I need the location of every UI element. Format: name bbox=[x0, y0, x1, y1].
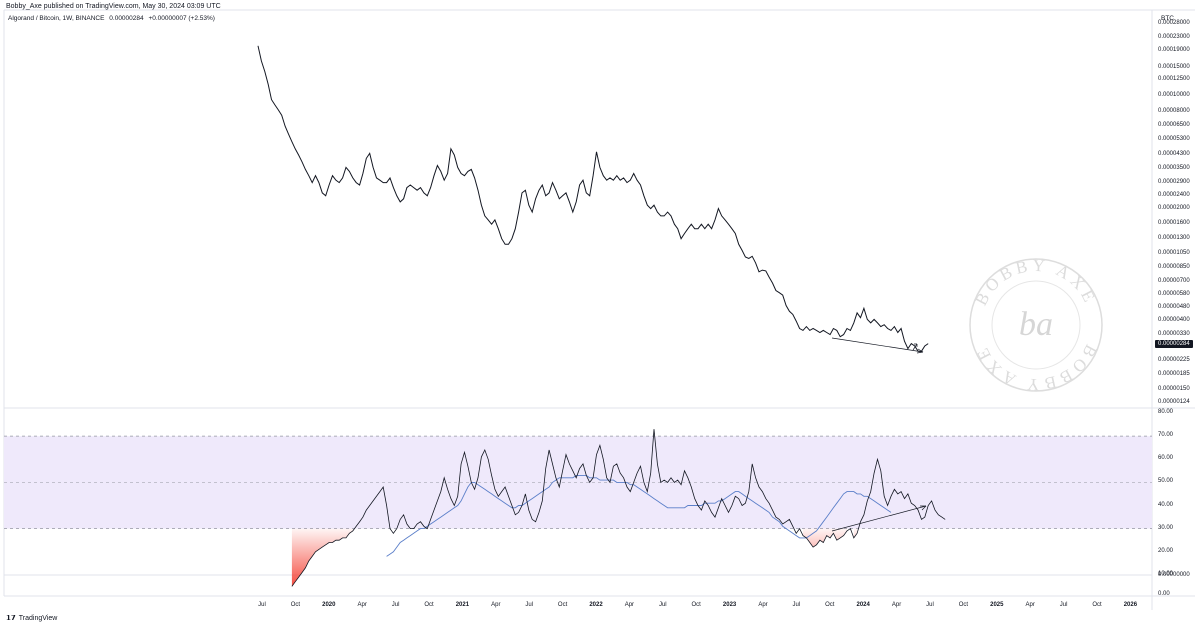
symbol-legend: Algorand / Bitcoin, 1W, BINANCE 0.000002… bbox=[8, 15, 218, 22]
time-axis-label: 2023 bbox=[722, 602, 737, 608]
time-axis-label: 2020 bbox=[322, 602, 336, 608]
watermark-text-bottom: BOBBY AXE bbox=[971, 342, 1096, 395]
bobby-axe-stamp-icon: BOBBY AXE BOBBY AXE ba bbox=[969, 256, 1103, 395]
tradingview-logo-icon: 𝟭𝟳 bbox=[6, 615, 16, 622]
price-axis-label: 0.00019000 bbox=[1158, 47, 1190, 54]
time-axis-label: Jul bbox=[792, 602, 801, 608]
rsi-series-line[interactable] bbox=[291, 429, 946, 587]
price-axis-label: 0.00000185 bbox=[1158, 371, 1190, 378]
time-axis-label: Jul bbox=[926, 602, 934, 608]
time-axis-label: Apr bbox=[624, 602, 635, 608]
svg-text:BOBBY AXE: BOBBY AXE bbox=[971, 256, 1100, 309]
price-axis-label: 0.00004300 bbox=[1158, 151, 1190, 158]
time-axis-label: Jul bbox=[258, 602, 266, 608]
rsi-axis-label: 70.00 bbox=[1158, 432, 1174, 439]
time-axis-label: Jul bbox=[525, 602, 534, 608]
time-axis-label: 2021 bbox=[455, 602, 470, 608]
time-axis-label: Oct bbox=[557, 602, 568, 608]
rsi-axis-label: 20.00 bbox=[1158, 547, 1174, 554]
time-axis-label: Apr bbox=[491, 602, 501, 608]
symbol-name: Algorand / Bitcoin, 1W, BINANCE bbox=[8, 15, 105, 22]
rsi-axis-label: 0.00 bbox=[1158, 591, 1170, 597]
rsi-axis-label: 60.00 bbox=[1158, 455, 1174, 462]
price-axis-label: 0.00000850 bbox=[1158, 264, 1190, 271]
svg-text:BOBBY AXE: BOBBY AXE bbox=[971, 342, 1100, 395]
time-axis-label: Apr bbox=[891, 602, 902, 608]
time-axis-label: Oct bbox=[825, 602, 835, 608]
price-axis-label: 0.00015000 bbox=[1158, 63, 1190, 70]
time-axis-label: Oct bbox=[290, 602, 301, 608]
price-axis-label: 0.00002900 bbox=[1158, 178, 1190, 185]
price-axis-label: 0.00006500 bbox=[1158, 122, 1190, 129]
watermark-text-top: BOBBY AXE bbox=[971, 256, 1096, 309]
price-axis-label: 0.00005300 bbox=[1158, 136, 1190, 143]
time-axis-label: Jul bbox=[1059, 602, 1068, 608]
price-change: +0.00000007 (+2.53%) bbox=[148, 15, 215, 22]
time-axis-label: Apr bbox=[1025, 602, 1035, 608]
rsi-axis-label: 10.00 bbox=[1158, 570, 1174, 577]
price-axis-label: 0.00003500 bbox=[1158, 165, 1190, 172]
price-rebound-arrow[interactable] bbox=[912, 343, 918, 351]
time-axis-label: Apr bbox=[758, 602, 768, 608]
footer-brand-label: TradingView bbox=[18, 614, 58, 622]
time-axis-label: 2022 bbox=[589, 602, 603, 608]
price-rebound-arrow-icon bbox=[914, 343, 918, 347]
price-axis-label: 0.00028000 bbox=[1158, 20, 1190, 26]
price-axis-label: 0.00002000 bbox=[1158, 204, 1190, 211]
watermark-mono: ba bbox=[1019, 306, 1053, 343]
rsi-axis-label: 0.00000000 bbox=[1158, 572, 1190, 578]
rsi-axis-label: 30.00 bbox=[1158, 524, 1174, 531]
time-axis-label: Apr bbox=[357, 602, 367, 608]
price-trendline[interactable] bbox=[831, 337, 924, 353]
time-axis-label: 2024 bbox=[856, 602, 870, 608]
price-axis-label: 0.00023000 bbox=[1158, 33, 1190, 40]
rsi-ma-series-line[interactable] bbox=[386, 474, 892, 557]
rsi-axis-label: 80.00 bbox=[1158, 409, 1174, 415]
time-axis-label: 2025 bbox=[990, 602, 1004, 608]
price-axis-label: 0.00000124 bbox=[1158, 399, 1190, 405]
time-axis-label: Oct bbox=[958, 602, 969, 608]
price-series-line[interactable] bbox=[257, 45, 929, 352]
price-axis-label: 0.00002400 bbox=[1158, 191, 1190, 198]
price-axis-label: 0.00012500 bbox=[1158, 76, 1190, 83]
currency-label: BTC bbox=[1161, 15, 1174, 22]
rsi-oversold-fill bbox=[291, 528, 858, 587]
price-axis-label: 0.00008000 bbox=[1158, 107, 1190, 114]
rsi-background-band bbox=[4, 436, 1152, 529]
time-axis-label: Jul bbox=[391, 602, 400, 608]
price-axis-label: 0.00001300 bbox=[1158, 234, 1190, 241]
price-axis-label: 0.00000400 bbox=[1158, 317, 1190, 324]
price-trendline-arrow-icon bbox=[916, 348, 924, 354]
last-price-badge: 0.00000284 bbox=[1155, 340, 1193, 348]
price-axis-label: 0.00000580 bbox=[1158, 291, 1190, 298]
time-axis-label: 2026 bbox=[1123, 602, 1138, 608]
time-axis-label: Oct bbox=[1092, 602, 1102, 608]
footer-brand[interactable]: 𝟭𝟳 TradingView bbox=[6, 614, 58, 623]
time-axis-label: Oct bbox=[424, 602, 434, 608]
rsi-trendline-arrow-icon bbox=[920, 505, 927, 511]
price-axis-label: 0.00000225 bbox=[1158, 357, 1190, 364]
price-axis-label: 0.00001050 bbox=[1158, 249, 1190, 256]
time-axis-label: Jul bbox=[658, 602, 667, 608]
price-axis-label: 0.00000330 bbox=[1158, 330, 1190, 337]
price-axis-label: 0.00000700 bbox=[1158, 277, 1190, 284]
rsi-axis-label: 50.00 bbox=[1158, 478, 1174, 485]
rsi-trendline[interactable] bbox=[831, 505, 927, 532]
price-axis-label: 0.00000150 bbox=[1158, 385, 1190, 392]
price-axis-label: 0.00000480 bbox=[1158, 304, 1190, 311]
last-price: 0.00000284 bbox=[109, 15, 144, 22]
time-axis-label: Oct bbox=[691, 602, 701, 608]
price-axis-label: 0.00010000 bbox=[1158, 92, 1190, 98]
price-axis-label: 0.00001600 bbox=[1158, 220, 1190, 227]
publisher-caption: Bobby_Axe published on TradingView.com, … bbox=[6, 3, 221, 10]
rsi-axis-label: 40.00 bbox=[1158, 501, 1174, 508]
